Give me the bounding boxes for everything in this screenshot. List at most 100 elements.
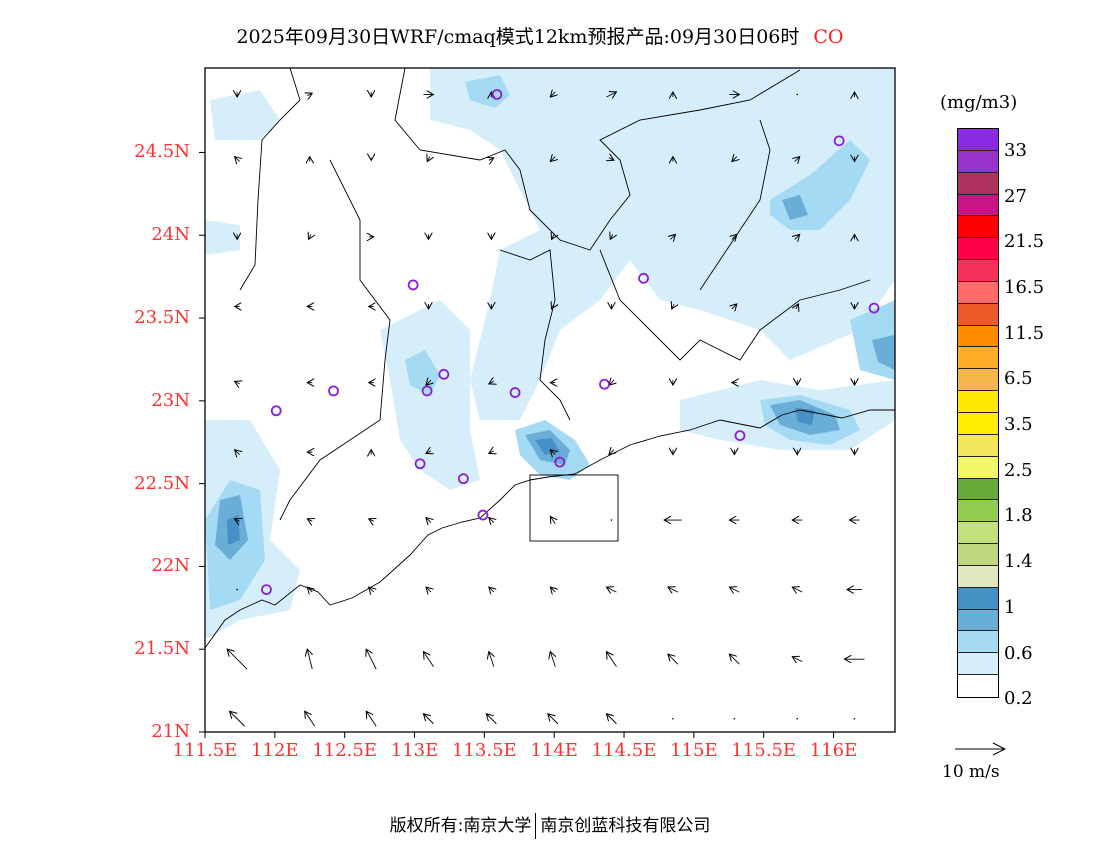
county-border (699, 119, 771, 291)
colorbar-bin (958, 347, 998, 370)
colorbar-bin (958, 609, 998, 632)
wind-arrow (369, 519, 374, 522)
station-marker (328, 385, 339, 397)
colorbar-unit: (mg/m3) (940, 92, 1018, 113)
reference-vector-label: 10 m/s (942, 762, 1000, 782)
colorbar-label: 1.8 (1004, 505, 1033, 527)
wind-arrow (729, 587, 740, 592)
county-border (279, 159, 391, 521)
colorbar-bin (958, 260, 998, 282)
wind-arrow (486, 714, 497, 725)
lon-label: 116E (809, 740, 858, 761)
footer-divider (535, 813, 537, 839)
copyright-footer: 版权所有:南京大学 南京创蓝科技有限公司 (0, 811, 1100, 839)
wind-calm (672, 717, 674, 720)
wind-arrow (610, 234, 613, 239)
wind-arrow (423, 652, 434, 667)
lon-label: 115E (670, 740, 718, 761)
wind-arrow (489, 381, 494, 384)
colorbar-label: 27 (1004, 185, 1027, 207)
wind-calm (853, 717, 856, 720)
lat-label: 22.5N (134, 472, 190, 494)
wind-arrow (550, 92, 555, 97)
wind-arrow (609, 450, 614, 455)
colorbar-label: 3.5 (1004, 414, 1033, 436)
conc-mid-e (872, 335, 895, 370)
colorbar-label: 11.5 (1004, 322, 1045, 344)
wind-arrow (426, 587, 431, 592)
wind-arrow (795, 234, 800, 239)
wind-arrow (307, 93, 312, 96)
county-border (599, 249, 871, 361)
copyright-left: 版权所有:南京大学 (389, 816, 532, 836)
wind-arrow (606, 714, 617, 725)
station-marker (833, 135, 845, 147)
colorbar-bin (958, 412, 998, 435)
wind-arrow (550, 450, 555, 455)
wind-arrow (307, 649, 312, 670)
conc-pale-w (205, 220, 240, 255)
station-marker (554, 456, 566, 468)
colorbar-bin (958, 281, 998, 304)
colorbar-label: 33 (1004, 139, 1027, 161)
wind-arrow (235, 157, 240, 162)
wind-arrow (489, 518, 494, 523)
coastline (205, 409, 895, 649)
hong-kong-box (529, 474, 619, 542)
colorbar (957, 128, 999, 698)
colorbar-bin (958, 303, 998, 326)
colorbar-bin (958, 478, 998, 501)
colorbar-bin (958, 238, 998, 261)
wind-arrow (426, 451, 431, 454)
lon-label: 113E (390, 740, 439, 761)
wind-arrow (732, 304, 737, 309)
wind-arrow (550, 157, 555, 162)
province-border (239, 68, 301, 291)
colorbar-label: 6.5 (1004, 368, 1033, 390)
wind-arrow (668, 654, 679, 665)
wind-arrow (550, 516, 555, 524)
wind-arrow (670, 234, 675, 239)
wind-arrow (606, 92, 616, 97)
lat-label: 21N (151, 721, 190, 742)
wind-arrow (489, 587, 494, 592)
wind-arrow (548, 714, 559, 725)
wind-arrow (369, 587, 374, 592)
wind-arrow (792, 657, 803, 662)
lat-label: 22N (151, 555, 190, 577)
wind-arrow (609, 158, 614, 161)
lat-label: 21.5N (134, 638, 190, 660)
colorbar-bin (958, 150, 998, 173)
colorbar-label: 1 (1004, 596, 1016, 618)
reference-arrow-icon (955, 742, 1007, 756)
wind-calm (236, 588, 238, 591)
wind-calm (733, 717, 736, 720)
colorbar-label: 21.5 (1004, 231, 1045, 253)
plot-frame (204, 67, 896, 733)
conc-pale-north (430, 68, 895, 420)
lat-label: 23.5N (134, 307, 190, 329)
colorbar-bin (958, 434, 998, 457)
colorbar-bin (958, 391, 998, 413)
colorbar-label: 0.2 (1004, 688, 1033, 710)
station-marker (421, 385, 433, 397)
wind-arrow (366, 649, 377, 670)
wind-arrow (672, 304, 675, 309)
province-border (394, 68, 801, 251)
copyright-right: 南京创蓝科技有限公司 (540, 816, 711, 836)
wind-arrow (235, 450, 240, 455)
station-marker (638, 272, 649, 284)
wind-arrow (606, 587, 617, 592)
county-border (499, 249, 571, 421)
colorbar-label: 0.6 (1004, 642, 1033, 664)
station-marker (734, 430, 746, 442)
colorbar-bin (958, 631, 998, 654)
wind-arrow (489, 451, 494, 454)
colorbar-bin (958, 129, 998, 151)
title-text: 2025年09月30日WRF/cmaq模式12km预报产品:09月30日06时 (236, 26, 800, 48)
station-marker (438, 368, 450, 380)
station-marker (599, 378, 610, 390)
lon-label: 114.5E (591, 740, 657, 761)
colorbar-bin (958, 325, 998, 348)
